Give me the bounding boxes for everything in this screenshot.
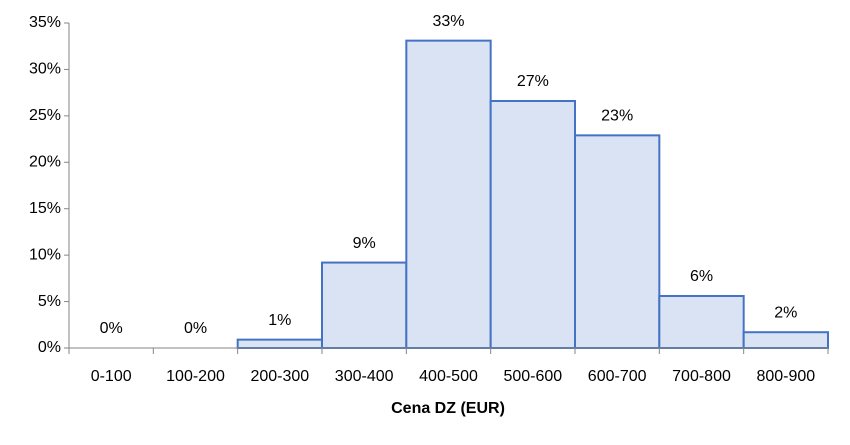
x-tick-label: 800-900 <box>756 368 815 385</box>
value-label: 33% <box>432 13 464 30</box>
bar <box>489 100 576 349</box>
bar <box>574 134 661 349</box>
y-tick-label: 25% <box>29 107 61 124</box>
value-label: 0% <box>184 320 207 337</box>
y-tick-label: 15% <box>29 200 61 217</box>
bar <box>742 331 830 350</box>
value-label: 9% <box>353 235 376 252</box>
value-label: 27% <box>517 73 549 90</box>
x-tick-label: 0-100 <box>91 368 132 385</box>
x-tick-label: 500-600 <box>503 368 562 385</box>
value-label: 0% <box>100 320 123 337</box>
x-axis-title: Cena DZ (EUR) <box>391 400 505 417</box>
y-tick-label: 30% <box>29 61 61 78</box>
x-tick-label: 400-500 <box>419 368 478 385</box>
value-label: 1% <box>268 312 291 329</box>
bar <box>658 295 745 349</box>
y-tick-label: 35% <box>29 14 61 31</box>
value-label: 6% <box>690 268 713 285</box>
bar <box>321 261 408 350</box>
y-tick-label: 5% <box>38 293 61 310</box>
bar <box>405 39 492 350</box>
x-tick-label: 700-800 <box>672 368 731 385</box>
x-tick-label: 100-200 <box>166 368 225 385</box>
y-tick-label: 20% <box>29 154 61 171</box>
y-tick-label: 0% <box>38 339 61 356</box>
x-tick-label: 300-400 <box>335 368 394 385</box>
value-label: 23% <box>601 108 633 125</box>
bar <box>236 338 324 349</box>
value-label: 2% <box>774 304 797 321</box>
x-tick-label: 200-300 <box>250 368 309 385</box>
x-tick-label: 600-700 <box>588 368 647 385</box>
y-tick-label: 10% <box>29 246 61 263</box>
